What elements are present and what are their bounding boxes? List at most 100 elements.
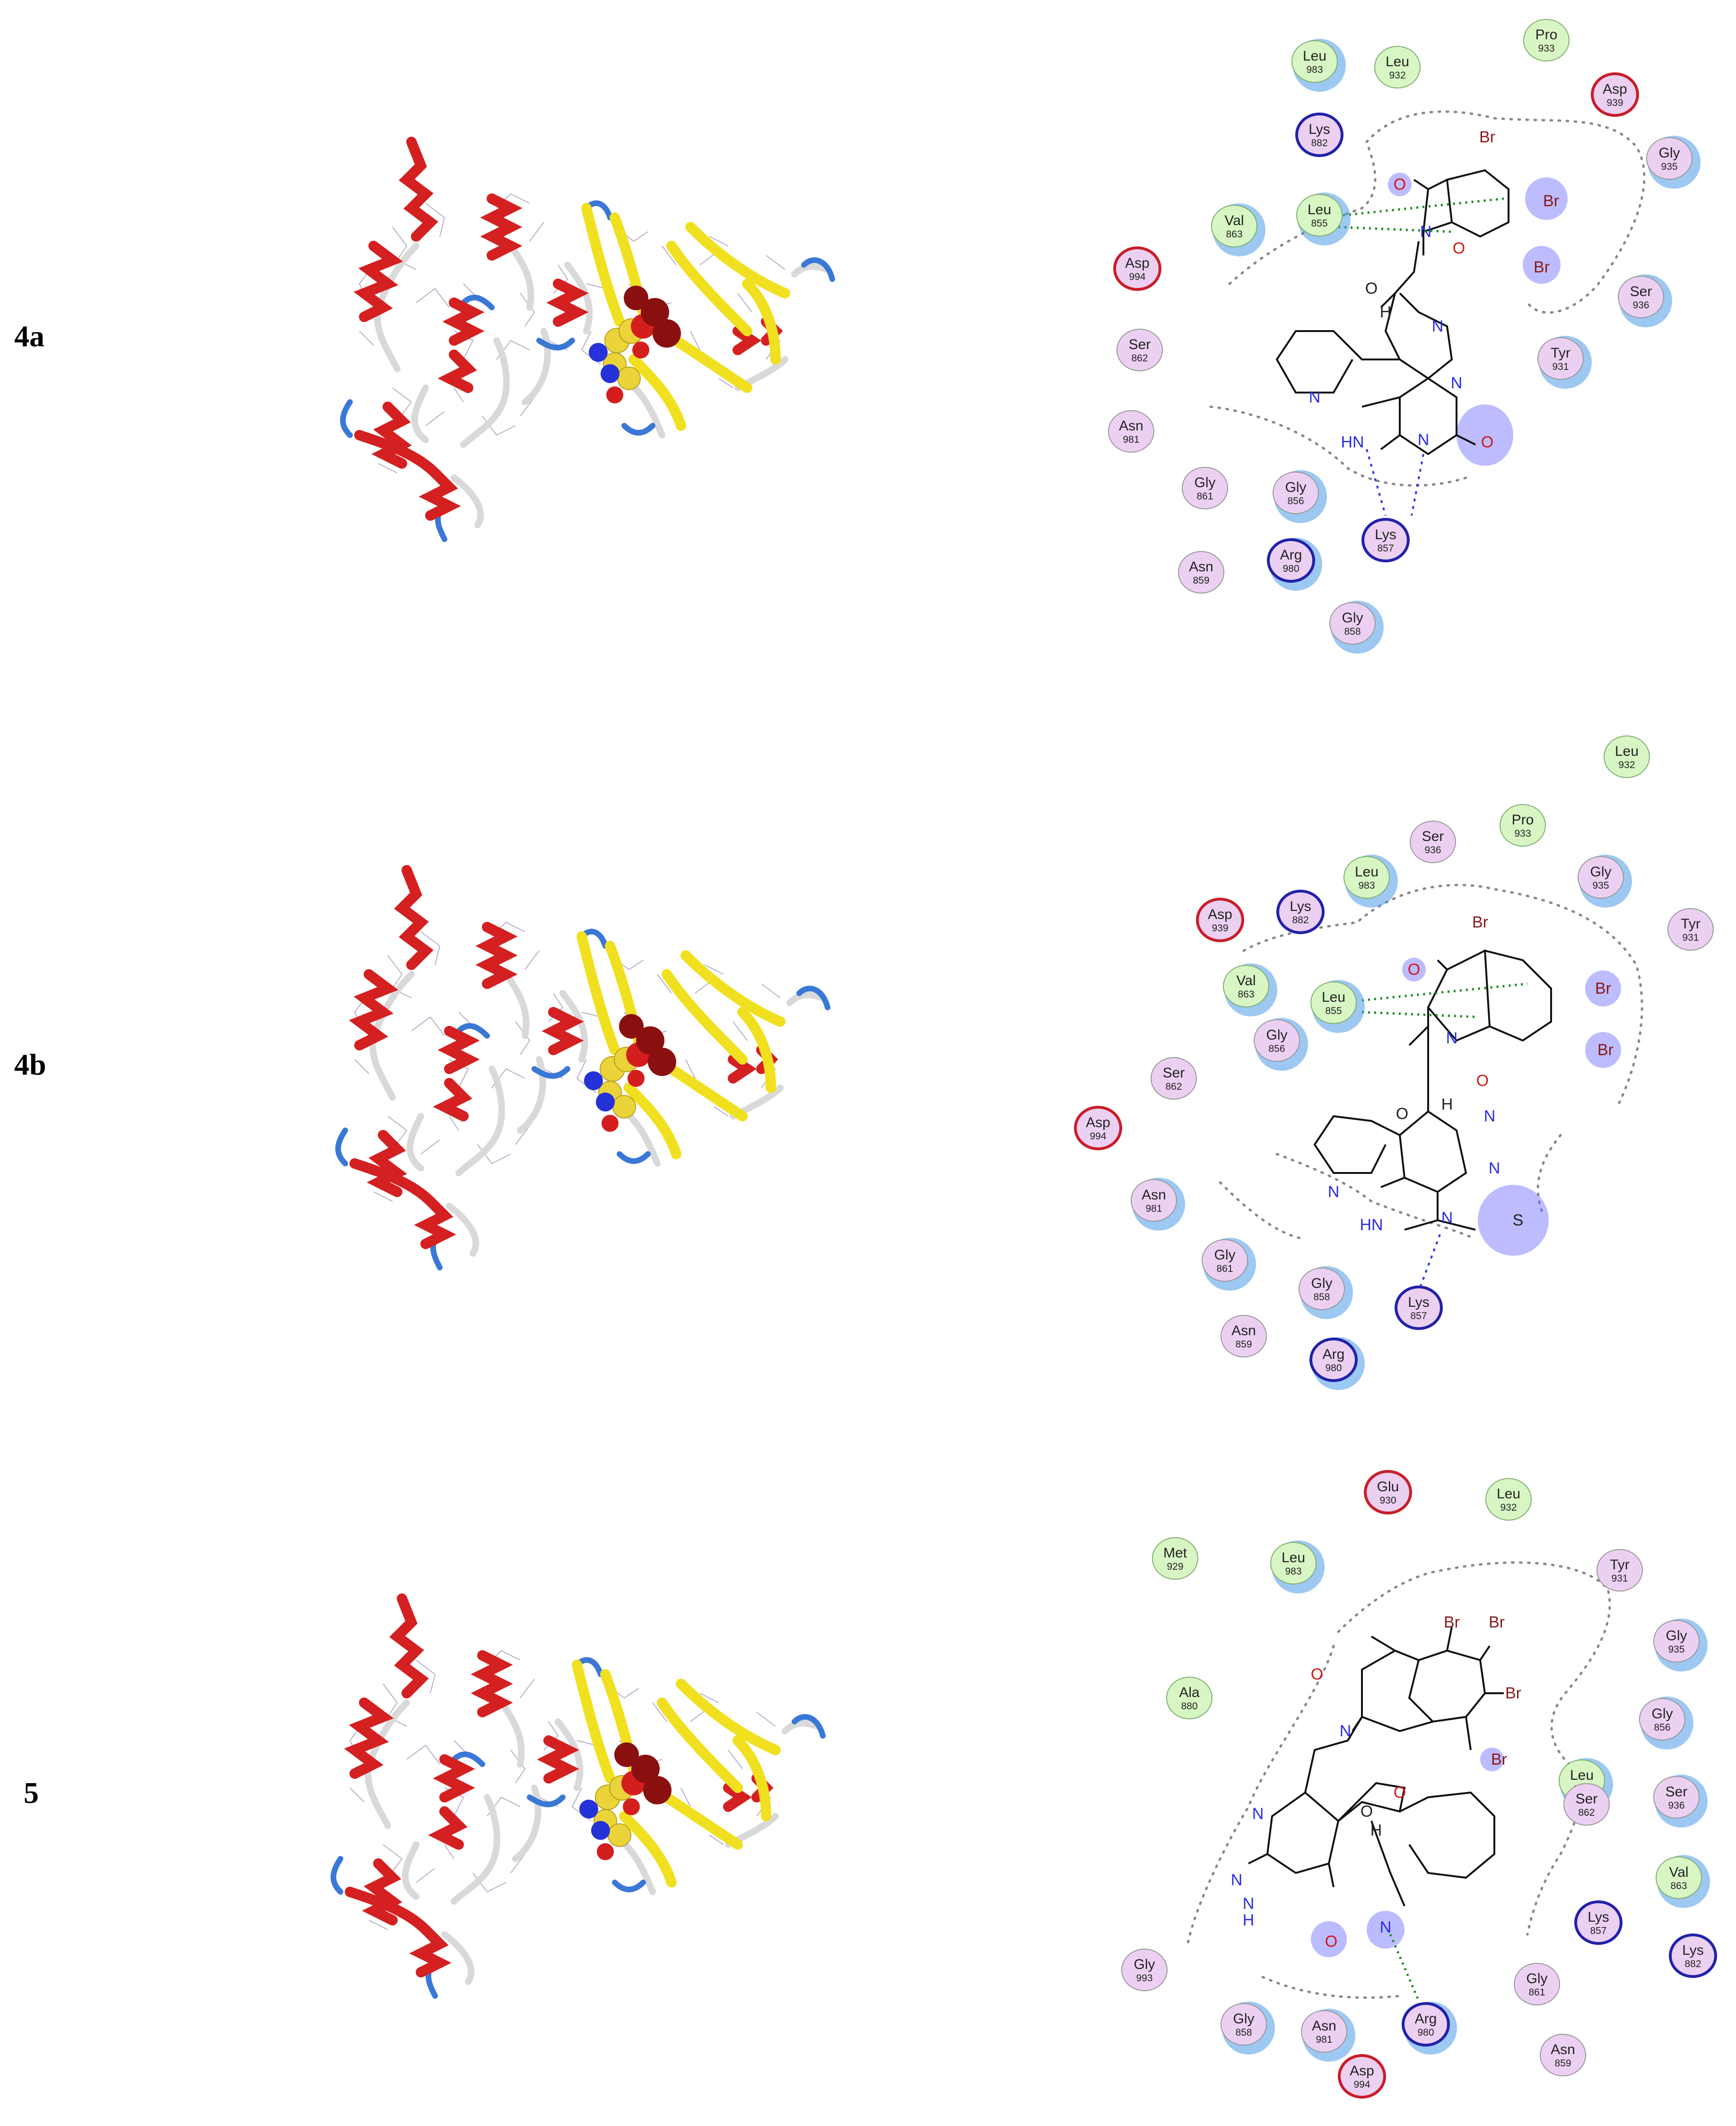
residue-number: 981 bbox=[1316, 2034, 1332, 2045]
residue-number: 993 bbox=[1136, 1973, 1152, 1984]
residue-disc bbox=[1364, 1470, 1412, 1514]
residue-number: 862 bbox=[1131, 353, 1148, 364]
residue-disc bbox=[1310, 981, 1357, 1024]
residue-name: Ser bbox=[1576, 1791, 1598, 1807]
residue-disc bbox=[1113, 246, 1161, 291]
residue-disc bbox=[1656, 1856, 1702, 1899]
atom-br-8: Br bbox=[1489, 1613, 1505, 1631]
residue-number: 980 bbox=[1417, 2027, 1434, 2038]
residue-name: Arg bbox=[1415, 2011, 1437, 2027]
residue-name: Asn bbox=[1231, 1323, 1256, 1339]
residue-name: Gly bbox=[1285, 480, 1307, 495]
residue-name: Asp bbox=[1125, 255, 1150, 271]
residue-disc bbox=[1540, 2034, 1586, 2076]
residue-name: Gly bbox=[1666, 1628, 1687, 1644]
residue-number: 939 bbox=[1606, 97, 1623, 108]
residue-disc bbox=[1296, 194, 1343, 236]
residue-number: 980 bbox=[1325, 1363, 1342, 1374]
residue-number: 882 bbox=[1292, 915, 1309, 926]
residue-number: 859 bbox=[1193, 575, 1209, 586]
residue-name: Pro bbox=[1535, 27, 1558, 43]
residue-disc bbox=[1410, 821, 1456, 863]
residue-name: Ser bbox=[1129, 337, 1151, 352]
protein-ribbon-3d-4b bbox=[338, 870, 828, 1268]
residue-number: 931 bbox=[1552, 361, 1569, 372]
atom-nitrile-3: N bbox=[1380, 1918, 1392, 1936]
residue-disc bbox=[1563, 1783, 1610, 1826]
residue-disc bbox=[1618, 276, 1664, 318]
residue-number: 882 bbox=[1684, 1959, 1701, 1969]
residue-name: Ser bbox=[1422, 829, 1444, 844]
residue-name: Glu bbox=[1377, 1479, 1399, 1495]
residue-number: 863 bbox=[1670, 1881, 1687, 1891]
residue-disc bbox=[1254, 1019, 1300, 1062]
atom-br-4: Br bbox=[1472, 913, 1488, 931]
residue-name: Gly bbox=[1195, 475, 1216, 490]
protein-ribbon-3d-5 bbox=[333, 1599, 823, 1996]
residue-name: Ala bbox=[1179, 1685, 1200, 1700]
atom-br-5: Br bbox=[1595, 980, 1611, 997]
residue-disc bbox=[1151, 1057, 1197, 1100]
atom-br-3: Br bbox=[1534, 258, 1550, 276]
atom-o-8: O bbox=[1311, 1665, 1323, 1683]
residue-number: 856 bbox=[1268, 1043, 1285, 1054]
residue-number: 857 bbox=[1410, 1311, 1427, 1321]
residue-name: Ser bbox=[1163, 1065, 1185, 1081]
residue-name: Tyr bbox=[1610, 1557, 1630, 1573]
residue-disc bbox=[1152, 1537, 1198, 1580]
residue-number: 859 bbox=[1554, 2058, 1571, 2069]
atom-n-7: N bbox=[1489, 1159, 1500, 1177]
residue-name: Lys bbox=[1309, 122, 1330, 137]
panel-label-5: 5 bbox=[24, 1776, 39, 1810]
residue-name: Val bbox=[1236, 973, 1256, 989]
residue-disc bbox=[1604, 735, 1650, 778]
residue-name: Arg bbox=[1323, 1347, 1345, 1362]
residue-number: 931 bbox=[1611, 1573, 1628, 1584]
residue-disc bbox=[1338, 2054, 1386, 2099]
residue-name: Asp bbox=[1603, 81, 1627, 97]
residue-number: 859 bbox=[1235, 1339, 1252, 1350]
residue-name: Asp bbox=[1086, 1115, 1110, 1130]
residue-name: Tyr bbox=[1551, 345, 1570, 361]
panel-label-4b: 4b bbox=[14, 1048, 46, 1081]
atom-n-4: N bbox=[1418, 431, 1430, 449]
residue-disc bbox=[1117, 329, 1163, 371]
atom-h-3: H bbox=[1243, 1911, 1255, 1929]
residue-disc bbox=[1639, 1698, 1685, 1741]
residue-number: 861 bbox=[1528, 1987, 1545, 1998]
residue-name: Lys bbox=[1375, 527, 1396, 542]
residue-name: Gly bbox=[1233, 2011, 1255, 2027]
protein-ribbon-3d bbox=[340, 137, 835, 542]
residue-number: 861 bbox=[1196, 491, 1213, 502]
residue-name: Gly bbox=[1134, 1957, 1155, 1972]
residue-disc bbox=[1196, 898, 1244, 942]
residue-number: 935 bbox=[1592, 880, 1609, 891]
atom-o-11: O bbox=[1325, 1933, 1337, 1951]
residue-disc bbox=[1343, 856, 1390, 899]
atom-nitrile-2: N bbox=[1328, 1183, 1340, 1201]
residue-number: 880 bbox=[1181, 1701, 1197, 1712]
residue-number: 936 bbox=[1632, 300, 1649, 311]
